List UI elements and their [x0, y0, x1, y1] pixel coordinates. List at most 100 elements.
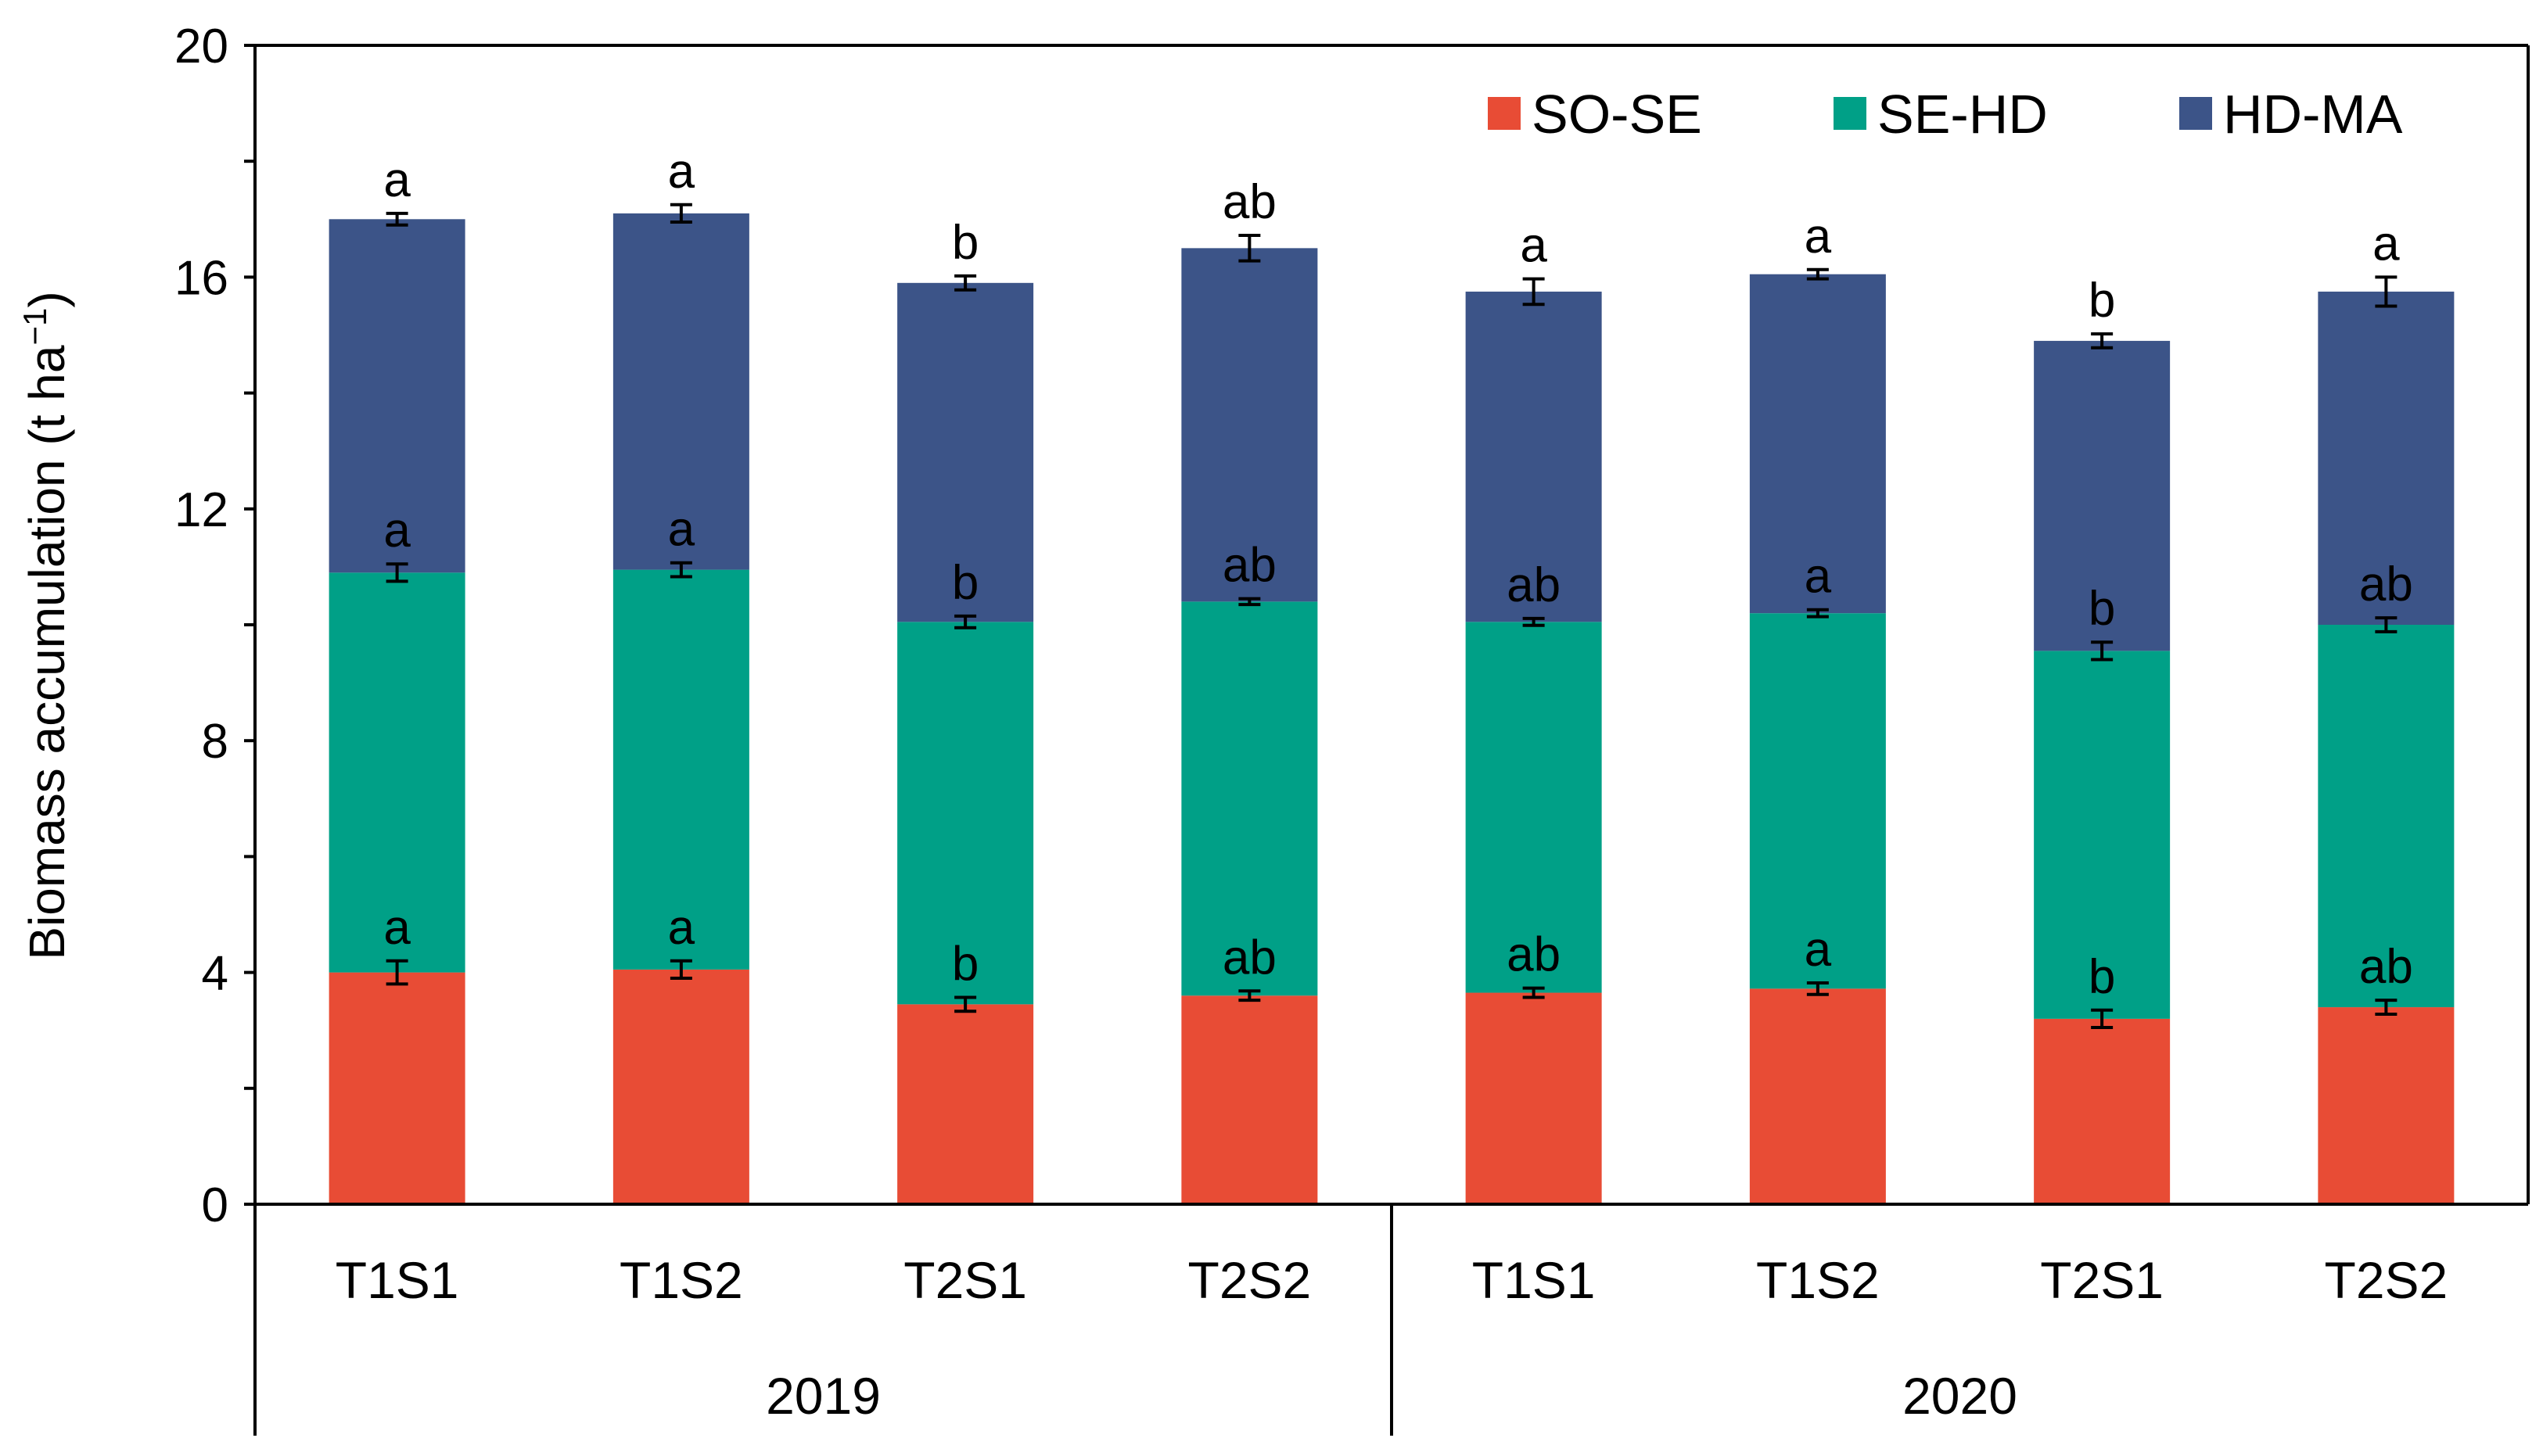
sig-label-hd-ma-4: ab: [1223, 175, 1277, 229]
error-bar-hd-ma-7: [2091, 332, 2114, 350]
legend-swatch-so-se: [1488, 97, 1521, 130]
axes: 0 4 8 12 16 20 T1S1 T1S2 T2S1 T2S2 T1S1 T1S2 T2S1 T2S…: [174, 20, 2530, 1436]
error-bar-se-hd-5: [1522, 616, 1545, 627]
y-tick-label-12: 12: [174, 483, 228, 537]
bar-so-se-3: [897, 1004, 1034, 1204]
y-tick-label-16: 16: [174, 251, 228, 305]
bar-so-se-5: [1465, 992, 1602, 1204]
error-bar-se-hd-7: [2091, 640, 2114, 662]
sig-label-hd-ma-3: b: [952, 216, 979, 270]
x-category-label-5: T1S1: [1472, 1251, 1596, 1309]
error-bar-hd-ma-6: [1806, 267, 1829, 281]
y-axis-title-sup: −1: [16, 308, 53, 346]
sig-label-hd-ma-2: a: [668, 145, 695, 199]
bar-so-se-7: [2034, 1018, 2171, 1204]
error-bar-hd-ma-4: [1238, 234, 1261, 263]
error-bar-so-se-7: [2091, 1008, 2114, 1029]
legend-item-so-se: SO-SE: [1488, 84, 1702, 145]
legend-item-se-hd: SE-HD: [1834, 84, 2048, 145]
sig-label-so-se-3: b: [952, 937, 979, 991]
error-bar-hd-ma-1: [386, 211, 408, 227]
error-bar-so-se-1: [386, 959, 408, 986]
bars-layer: [329, 213, 2455, 1204]
x-category-label-4: T2S2: [1188, 1251, 1312, 1309]
bar-hd-ma-5: [1465, 291, 1602, 622]
x-group-label-2020: 2020: [1902, 1367, 2017, 1425]
x-category-label-2: T1S2: [620, 1251, 743, 1309]
sig-label-hd-ma-5: a: [1520, 219, 1547, 273]
y-axis-title: Biomass accumulation (t ha−1): [16, 291, 76, 959]
error-bar-so-se-8: [2375, 999, 2398, 1016]
bar-se-hd-3: [897, 622, 1034, 1005]
sig-label-hd-ma-7: b: [2089, 274, 2115, 328]
bar-so-se-4: [1181, 995, 1318, 1204]
legend: SO-SE SE-HD HD-MA: [1488, 84, 2403, 145]
bar-hd-ma-7: [2034, 340, 2171, 651]
bar-so-se-2: [612, 969, 749, 1204]
sig-label-se-hd-2: a: [668, 503, 695, 557]
sig-label-so-se-5: ab: [1507, 928, 1561, 982]
y-tick-label-0: 0: [202, 1178, 228, 1232]
bar-hd-ma-2: [612, 213, 749, 570]
bar-so-se-6: [1749, 988, 1886, 1204]
legend-label-so-se: SO-SE: [1532, 84, 1702, 145]
sig-label-so-se-1: a: [383, 901, 411, 955]
y-tick-label-4: 4: [202, 947, 228, 1001]
y-tick-label-8: 8: [202, 715, 228, 769]
sig-label-se-hd-1: a: [383, 504, 411, 558]
legend-item-hd-ma: HD-MA: [2179, 84, 2403, 145]
error-bar-se-hd-6: [1806, 608, 1829, 619]
bar-se-hd-4: [1181, 601, 1318, 996]
error-bar-hd-ma-2: [670, 203, 692, 224]
bar-hd-ma-4: [1181, 248, 1318, 602]
x-category-label-6: T1S2: [1756, 1251, 1880, 1309]
bar-se-hd-6: [1749, 613, 1886, 989]
error-bar-so-se-3: [954, 995, 977, 1013]
error-bar-se-hd-4: [1238, 597, 1261, 607]
sig-label-hd-ma-6: a: [1805, 210, 1832, 264]
bar-hd-ma-3: [897, 282, 1034, 622]
errors-layer: [386, 203, 2398, 1029]
sig-label-hd-ma-8: a: [2372, 217, 2400, 271]
sig-label-so-se-4: ab: [1223, 931, 1277, 984]
x-category-label-3: T2S1: [903, 1251, 1027, 1309]
legend-label-hd-ma: HD-MA: [2223, 84, 2403, 145]
bar-se-hd-5: [1465, 622, 1602, 993]
legend-label-se-hd: SE-HD: [1877, 84, 2048, 145]
x-category-label-7: T2S1: [2040, 1251, 2164, 1309]
error-bar-se-hd-8: [2375, 616, 2398, 633]
y-tick-label-20: 20: [174, 20, 228, 74]
error-bar-so-se-5: [1522, 986, 1545, 999]
legend-swatch-hd-ma: [2179, 97, 2212, 130]
bar-hd-ma-6: [1749, 274, 1886, 614]
bar-se-hd-2: [612, 569, 749, 970]
sig-label-so-se-6: a: [1805, 923, 1832, 977]
bar-hd-ma-1: [329, 219, 465, 573]
x-group-label-2019: 2019: [766, 1367, 881, 1425]
y-axis-title-text: Biomass accumulation (t ha: [19, 345, 75, 960]
bar-se-hd-1: [329, 572, 465, 973]
sig-label-se-hd-7: b: [2089, 582, 2115, 636]
sig-label-se-hd-6: a: [1805, 550, 1832, 604]
error-bar-hd-ma-5: [1522, 277, 1545, 307]
sig-label-so-se-2: a: [668, 901, 695, 955]
bar-hd-ma-8: [2318, 291, 2455, 625]
error-bar-se-hd-2: [670, 561, 692, 579]
sig-label-so-se-8: ab: [2359, 940, 2413, 994]
bar-so-se-1: [329, 972, 465, 1204]
legend-swatch-se-hd: [1834, 97, 1866, 130]
sig-label-se-hd-8: ab: [2359, 558, 2413, 611]
sig-label-se-hd-3: b: [952, 556, 979, 610]
bar-so-se-8: [2318, 1007, 2455, 1204]
error-bar-so-se-6: [1806, 981, 1829, 996]
error-bar-so-se-4: [1238, 989, 1261, 1002]
bar-se-hd-8: [2318, 625, 2455, 1008]
x-category-label-1: T1S1: [336, 1251, 459, 1309]
error-bar-hd-ma-3: [954, 274, 977, 292]
error-bar-so-se-2: [670, 959, 692, 981]
bar-se-hd-7: [2034, 651, 2171, 1019]
error-bar-se-hd-3: [954, 614, 977, 629]
